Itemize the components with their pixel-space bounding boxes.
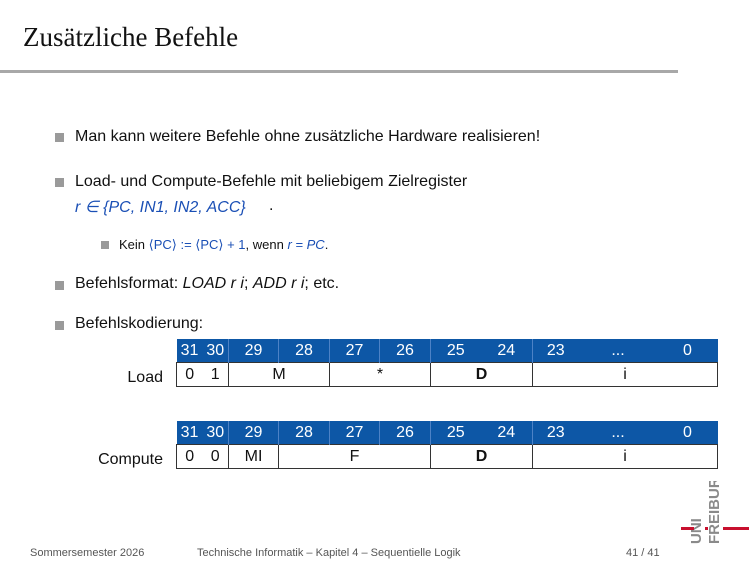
add-format: ADD r i [252, 275, 305, 292]
sub-bullet-mid: , wenn [245, 237, 284, 252]
pc-increment-expr: ⟨PC⟩ := ⟨PC⟩ + 1 [148, 237, 246, 252]
bit-0: 0 [657, 339, 718, 363]
bullet-marker [55, 321, 64, 330]
field-i: i [532, 362, 718, 387]
format-post: ; etc. [304, 275, 340, 292]
bit-23: 23 [532, 339, 579, 363]
bit-27: 27 [329, 339, 380, 363]
sub-bullet-text: Kein ⟨PC⟩ := ⟨PC⟩ + 1, wenn r = PC. [119, 237, 328, 253]
bullet-marker [55, 133, 64, 142]
footer-course: Technische Informatik – Kapitel 4 – Sequ… [197, 547, 461, 559]
bit-28: 28 [278, 339, 330, 363]
load-field-row: 0 1 M * D i [176, 362, 718, 387]
bullet-text-4: Befehlskodierung: [75, 315, 204, 332]
bullet-text-1: Man kann weitere Befehle ohne zusätzlich… [75, 128, 541, 145]
bit-30: 30 [202, 421, 229, 445]
bullet-text-2: Load- und Compute-Befehle mit beliebigem… [75, 173, 468, 190]
slide-title: Zusätzliche Befehle [23, 22, 239, 52]
field-bit31: 0 [176, 362, 203, 387]
bit-26: 26 [379, 421, 431, 445]
compute-encoding-table: 31 30 29 28 27 26 25 24 23 ... 0 0 0 MI … [176, 421, 718, 469]
bit-header-row: 31 30 29 28 27 26 25 24 23 ... 0 [176, 421, 718, 445]
pc-condition: r = PC [287, 237, 325, 252]
compute-field-row: 0 0 MI F D i [176, 444, 718, 469]
bit-ellipsis: ... [578, 421, 658, 445]
bullet-text-3: Befehlsformat: LOAD r i; ADD r i; etc. [75, 275, 339, 293]
bit-header-row: 31 30 29 28 27 26 25 24 23 ... 0 [176, 339, 718, 363]
field-bit30: 1 [202, 362, 229, 387]
bit-25: 25 [430, 339, 481, 363]
footer-page-number: 41 / 41 [626, 547, 660, 559]
field-d: D [430, 444, 533, 469]
bit-24: 24 [480, 339, 533, 363]
logo-bar-right [723, 527, 749, 530]
bullet-marker [55, 178, 64, 187]
field-m: M [228, 362, 330, 387]
bit-23: 23 [532, 421, 579, 445]
period: . [324, 237, 329, 252]
bit-29: 29 [228, 421, 279, 445]
bit-0: 0 [657, 421, 718, 445]
footer-semester: Sommersemester 2026 [30, 547, 145, 559]
bit-29: 29 [228, 339, 279, 363]
title-rule [0, 70, 678, 73]
bit-25: 25 [430, 421, 481, 445]
load-format: LOAD r i [182, 275, 244, 292]
bit-27: 27 [329, 421, 380, 445]
bit-28: 28 [278, 421, 330, 445]
field-bit30: 0 [202, 444, 229, 469]
field-star: * [329, 362, 431, 387]
field-mi: MI [228, 444, 279, 469]
logo-text-freiburg: FREIBURG [706, 481, 723, 544]
field-i: i [532, 444, 718, 469]
format-sep: ; [243, 275, 249, 292]
bullet-marker [55, 281, 64, 290]
field-f: F [278, 444, 431, 469]
logo-bar-mid [705, 527, 708, 530]
bit-26: 26 [379, 339, 431, 363]
load-encoding-table: 31 30 29 28 27 26 25 24 23 ... 0 0 1 M *… [176, 339, 718, 387]
sub-bullet-pre: Kein [119, 237, 146, 252]
load-row-label: Load [127, 369, 163, 386]
field-bit31: 0 [176, 444, 203, 469]
field-d: D [430, 362, 533, 387]
register-set: r ∈ {PC, IN1, IN2, ACC} [75, 199, 246, 216]
bit-24: 24 [480, 421, 533, 445]
bit-31: 31 [176, 339, 203, 363]
logo-bar-left [681, 527, 694, 530]
format-label: Befehlsformat: [75, 275, 179, 292]
university-logo: FREIBURG UNI [681, 481, 749, 544]
bit-ellipsis: ... [578, 339, 658, 363]
bit-31: 31 [176, 421, 203, 445]
bit-30: 30 [202, 339, 229, 363]
period: . [269, 197, 274, 214]
logo-text-uni: UNI [688, 518, 705, 544]
compute-row-label: Compute [98, 451, 163, 468]
sub-bullet-marker [101, 241, 109, 249]
